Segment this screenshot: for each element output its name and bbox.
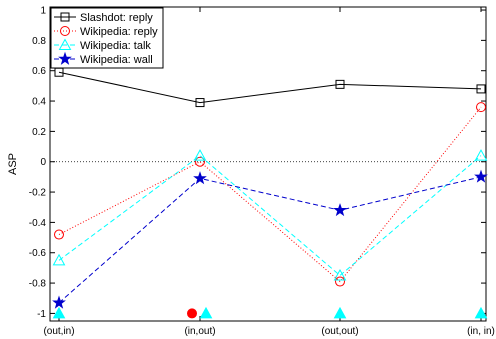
y-tick-label: 0.2 xyxy=(32,127,46,138)
annotation-layer xyxy=(52,306,488,319)
series-line-2 xyxy=(58,155,482,277)
y-tick-label: 0 xyxy=(40,157,46,168)
data-point-3-3 xyxy=(474,169,488,183)
bottom-marker-2 xyxy=(199,306,213,319)
y-tick-label: 0.8 xyxy=(32,36,46,47)
y-tick-label: 0.4 xyxy=(32,97,46,108)
data-point-1-3 xyxy=(476,102,486,113)
bottom-marker-0 xyxy=(52,306,66,319)
axis-ticks: -1 -0.8 -0.6 -0.4 -0.2 0 0.2 0.4 0.6 0.8 1 (out,in)… xyxy=(29,6,495,337)
data-point-1-2 xyxy=(335,276,345,287)
legend-label-1: Wikipedia: reply xyxy=(80,26,158,38)
data-point-3-2 xyxy=(333,203,347,217)
y-tick-label: -0.8 xyxy=(29,279,47,290)
y-tick-label: 1 xyxy=(40,6,46,17)
x-tick-label: (in,out) xyxy=(184,326,215,337)
legend-marker-2 xyxy=(58,38,72,50)
data-point-0-3 xyxy=(476,84,486,94)
y-axis-label: ASP xyxy=(7,153,19,175)
data-point-1-1 xyxy=(195,156,205,167)
data-point-2-0 xyxy=(52,253,66,266)
bottom-marker-3 xyxy=(333,306,347,319)
y-tick-label: -0.2 xyxy=(29,188,47,199)
series-layer xyxy=(52,67,488,309)
legend: Slashdot: reply Wikipedia: reply Wikipedia… xyxy=(50,7,164,69)
x-tick-label: (out,out) xyxy=(321,326,358,337)
legend-label-0: Slashdot: reply xyxy=(80,12,153,24)
y-tick-label: -0.4 xyxy=(29,218,47,229)
data-point-2-1 xyxy=(193,149,207,161)
series-line-3 xyxy=(58,176,482,304)
y-tick-label: -0.6 xyxy=(29,248,47,259)
legend-marker-0 xyxy=(60,12,70,22)
x-tick-label: (in, in) xyxy=(467,326,495,337)
series-line-0 xyxy=(58,71,482,104)
legend-marker-1 xyxy=(60,26,70,36)
data-point-2-3 xyxy=(474,149,488,161)
bottom-marker-1 xyxy=(187,308,197,319)
data-point-3-0 xyxy=(52,295,66,309)
x-tick-label: (out,in) xyxy=(43,326,74,337)
data-point-3-1 xyxy=(193,171,207,185)
legend-marker-3 xyxy=(58,51,72,65)
y-tick-label: -1 xyxy=(37,309,46,320)
y-tick-label: 0.6 xyxy=(32,66,46,77)
legend-label-2: Wikipedia: talk xyxy=(80,40,151,52)
bottom-marker-4 xyxy=(474,306,488,319)
data-point-1-0 xyxy=(54,229,64,240)
data-point-0-2 xyxy=(335,79,345,89)
legend-label-3: Wikipedia: wall xyxy=(80,54,153,66)
data-point-2-2 xyxy=(333,268,347,281)
data-point-0-1 xyxy=(195,98,205,108)
